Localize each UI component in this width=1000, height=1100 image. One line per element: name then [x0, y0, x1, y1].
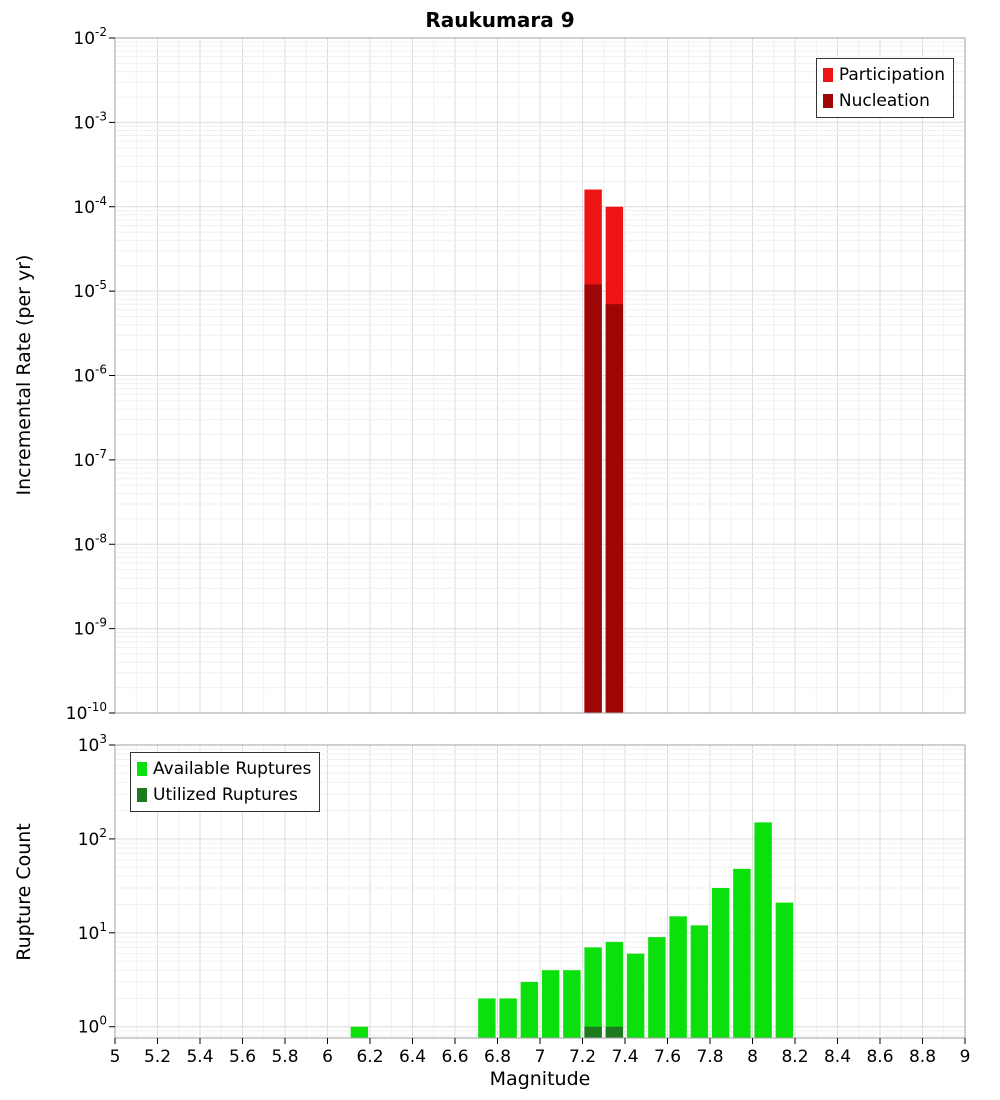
x-tick-label: 5.2 [144, 1047, 171, 1067]
x-tick-label: 8.8 [909, 1047, 936, 1067]
utilized-ruptures-swatch-icon [137, 788, 147, 802]
bar [541, 970, 560, 1038]
legend-item-utilized: Utilized Ruptures [137, 782, 311, 808]
y-tick-label: 10-6 [73, 363, 107, 387]
legend-item-participation: Participation [822, 62, 945, 88]
bar [605, 941, 624, 1038]
bar [563, 970, 581, 1038]
y-tick-label: 10-5 [73, 278, 107, 302]
x-tick-label: 5 [110, 1047, 121, 1067]
bar [605, 1026, 624, 1038]
x-tick-label: 8.4 [824, 1047, 851, 1067]
bar [584, 947, 602, 1038]
y-tick-label: 10-10 [66, 700, 107, 724]
bar [775, 902, 794, 1038]
participation-swatch-icon [822, 68, 833, 82]
legend-label: Utilized Ruptures [153, 785, 298, 805]
legend-label: Participation [838, 65, 945, 85]
bar [754, 822, 772, 1038]
x-tick-label: 5.4 [186, 1047, 213, 1067]
bar [690, 925, 709, 1038]
series-available-ruptures [350, 822, 794, 1038]
chart-panel: 10-2 10-3 10-4 10-5 10-6 10-7 10-8 10-9 10-10 [66, 25, 966, 724]
bar [626, 953, 645, 1038]
x-tick-label: 6.8 [484, 1047, 511, 1067]
count-axis-label: Rupture Count [13, 823, 35, 961]
x-tick-label: 6.2 [356, 1047, 383, 1067]
y-tick-label: 10-2 [73, 25, 107, 49]
rate-axis-label: Incremental Rate (per yr) [13, 254, 35, 496]
x-tick-label: 8.6 [866, 1047, 893, 1067]
x-tick-label: 7.2 [569, 1047, 596, 1067]
y-tick-label: 10-4 [73, 194, 107, 218]
bar [520, 981, 539, 1038]
bar [478, 998, 496, 1038]
bar [733, 868, 751, 1038]
x-tick-label: 6.4 [399, 1047, 426, 1067]
y-tick-label: 103 [78, 732, 107, 756]
x-tick-label: 7 [535, 1047, 546, 1067]
y-tick-label: 10-7 [73, 447, 107, 471]
y-tick-label: 100 [78, 1014, 107, 1038]
x-tick-label: 7.8 [696, 1047, 723, 1067]
nucleation-swatch-icon [822, 94, 833, 108]
y-tick-label: 102 [78, 826, 107, 850]
count-legend: Available Ruptures Utilized Ruptures [130, 752, 321, 812]
x-tick-label: 7.4 [611, 1047, 638, 1067]
legend-item-nucleation: Nucleation [822, 88, 945, 114]
x-tick-label: 6.6 [441, 1047, 468, 1067]
x-tick-label: 8.2 [781, 1047, 808, 1067]
rate-legend: Participation Nucleation [815, 58, 954, 118]
bar [499, 998, 517, 1038]
legend-label: Nucleation [838, 91, 930, 111]
bar [605, 304, 624, 713]
chart-title: Raukumara 9 [425, 8, 575, 32]
x-tick-label: 5.6 [229, 1047, 256, 1067]
series-utilized-ruptures [584, 1026, 624, 1038]
x-tick-label: 9 [960, 1047, 971, 1067]
y-tick-label: 10-9 [73, 616, 107, 640]
legend-label: Available Ruptures [153, 759, 312, 779]
y-tick-label: 10-3 [73, 109, 107, 133]
legend-item-available: Available Ruptures [137, 756, 311, 782]
bar [584, 284, 602, 713]
x-tick-label: 5.8 [271, 1047, 298, 1067]
x-tick-label: 8 [747, 1047, 758, 1067]
series-nucleation [584, 284, 624, 713]
available-ruptures-swatch-icon [137, 762, 147, 776]
bar [350, 1026, 369, 1038]
y-tick-label: 10-8 [73, 531, 107, 555]
bar [648, 937, 666, 1038]
bar [711, 888, 730, 1038]
y-tick-label: 101 [78, 920, 107, 944]
bar [669, 916, 687, 1038]
x-tick-label: 6 [322, 1047, 333, 1067]
magnitude-axis-label: Magnitude [489, 1068, 591, 1090]
x-tick-label: 7.6 [654, 1047, 681, 1067]
bar [584, 1026, 602, 1038]
